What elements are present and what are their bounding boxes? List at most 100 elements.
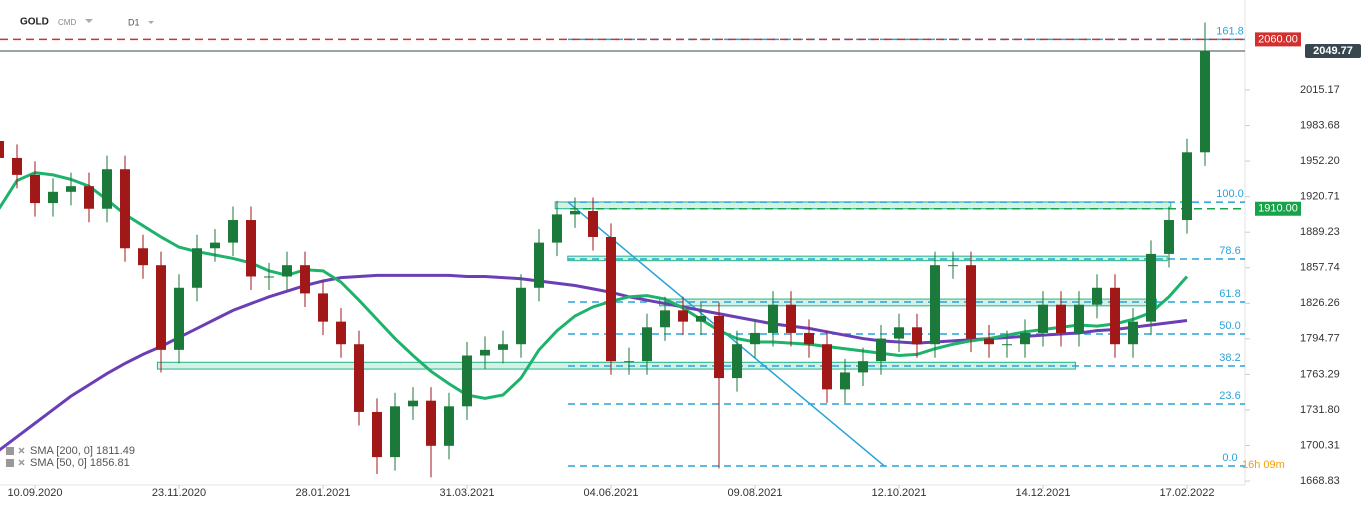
candle-body xyxy=(480,349,490,356)
candle-body xyxy=(228,220,238,243)
x-tick-label: 04.06.2021 xyxy=(583,487,638,499)
candle-body xyxy=(48,191,58,204)
fib-label: 161.8 xyxy=(1216,25,1244,37)
candle-body xyxy=(1020,332,1030,345)
candle-body xyxy=(696,315,706,322)
candle-body xyxy=(606,236,616,362)
candle-body xyxy=(660,310,670,328)
legend-swatch[interactable] xyxy=(6,447,14,455)
candle-body xyxy=(822,344,832,390)
candle-body xyxy=(120,169,130,249)
candle-body xyxy=(138,248,148,266)
candle-body xyxy=(30,174,40,204)
y-tick-label: 1794.77 xyxy=(1300,333,1340,345)
candle-body xyxy=(354,344,364,412)
x-tick-label: 23.11.2020 xyxy=(152,487,206,499)
symbol: GOLD xyxy=(20,17,49,28)
y-tick-label: 1952.20 xyxy=(1300,155,1340,167)
fib-label: 78.6 xyxy=(1219,245,1240,257)
price-tag-label: 1910.00 xyxy=(1258,203,1298,215)
countdown: 16h 09m xyxy=(1242,459,1285,471)
support-zone xyxy=(554,201,1172,210)
candle-body xyxy=(876,338,886,362)
candle-body xyxy=(984,338,994,345)
candle-body xyxy=(642,327,652,362)
candle-body xyxy=(768,304,778,333)
x-tick-label: 31.03.2021 xyxy=(439,487,494,499)
dropdown-icon[interactable] xyxy=(85,19,93,23)
candle-body xyxy=(1146,253,1156,322)
candle-body xyxy=(336,321,346,345)
legend-label: SMA [200, 0] 1811.49 xyxy=(30,445,135,457)
candle-body xyxy=(498,344,508,350)
price-tag xyxy=(1255,32,1301,47)
candle-body xyxy=(966,265,976,339)
candle-body xyxy=(1128,321,1138,345)
price-tag-label: 2049.77 xyxy=(1313,45,1353,57)
candle-body xyxy=(318,293,328,322)
candle-body xyxy=(444,406,454,446)
candle-body xyxy=(786,304,796,333)
x-tick-label: 17.02.2022 xyxy=(1159,487,1214,499)
candle-body xyxy=(570,211,580,215)
candle-body xyxy=(840,372,850,390)
candle-body xyxy=(732,344,742,379)
candle-body xyxy=(750,332,760,345)
candle-body xyxy=(894,327,904,339)
y-tick-label: 1731.80 xyxy=(1300,404,1340,416)
candle-body xyxy=(1182,152,1192,221)
candle-body xyxy=(1164,220,1174,254)
candle-body xyxy=(588,211,598,237)
candle-body xyxy=(714,315,724,379)
y-tick-label: 2015.17 xyxy=(1300,84,1340,96)
dropdown-icon[interactable] xyxy=(148,21,154,24)
candle-body xyxy=(534,242,544,288)
price-tag-label: 2060.00 xyxy=(1258,33,1298,45)
candle-body xyxy=(678,310,688,322)
candle-body xyxy=(282,265,292,277)
y-tick-label: 1857.74 xyxy=(1300,262,1340,274)
candle-body xyxy=(174,287,184,350)
candle-body xyxy=(1056,304,1066,333)
support-zone xyxy=(567,255,1168,262)
candle-body xyxy=(930,265,940,345)
fib-label: 61.8 xyxy=(1219,288,1240,300)
candle-body xyxy=(1200,50,1210,153)
price-tag xyxy=(1255,201,1301,216)
candle-body xyxy=(426,400,436,446)
legend-close xyxy=(18,459,25,466)
candle-body xyxy=(552,214,562,243)
candle-body xyxy=(300,265,310,294)
market: CMD xyxy=(58,18,76,27)
fib-label: 0.0 xyxy=(1222,452,1237,464)
fib-label: 38.2 xyxy=(1219,352,1240,364)
candle-body xyxy=(0,141,4,158)
legend-label: SMA [50, 0] 1856.81 xyxy=(30,457,130,469)
candle-body xyxy=(858,361,868,373)
candle-body xyxy=(192,248,202,288)
candle-body xyxy=(1110,287,1120,345)
candle-body xyxy=(372,411,382,458)
candle-body xyxy=(390,406,400,458)
x-tick-label: 10.09.2020 xyxy=(7,487,62,499)
candle-body xyxy=(156,265,166,350)
fib-label: 50.0 xyxy=(1219,320,1240,332)
candle-body xyxy=(462,355,472,407)
x-tick-label: 28.01.2021 xyxy=(295,487,350,499)
candle-body xyxy=(1074,304,1084,333)
candle-body xyxy=(84,186,94,209)
y-tick-label: 1983.68 xyxy=(1300,119,1340,131)
candle-body xyxy=(948,265,958,267)
fib-label: 100.0 xyxy=(1216,188,1244,200)
legend-swatch[interactable] xyxy=(6,459,14,467)
candle-body xyxy=(210,242,220,249)
candle-body xyxy=(804,332,814,345)
candle-body xyxy=(12,157,22,175)
candle-body xyxy=(1038,304,1048,333)
x-tick-label: 12.10.2021 xyxy=(871,487,926,499)
interval[interactable]: D1 xyxy=(128,17,140,27)
x-tick-label: 14.12.2021 xyxy=(1015,487,1070,499)
y-tick-label: 1826.26 xyxy=(1300,297,1340,309)
x-tick-label: 09.08.2021 xyxy=(727,487,782,499)
